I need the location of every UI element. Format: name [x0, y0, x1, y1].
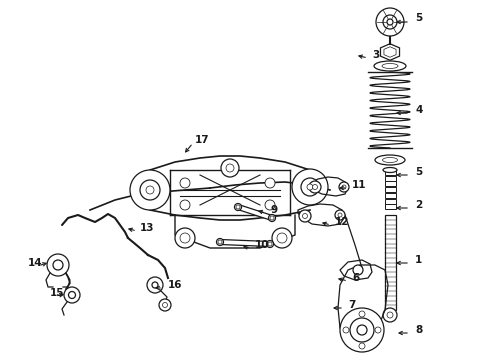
Text: 12: 12	[335, 217, 349, 227]
Circle shape	[387, 19, 393, 25]
Circle shape	[268, 242, 272, 246]
Circle shape	[272, 228, 292, 248]
Circle shape	[301, 178, 319, 196]
Text: 5: 5	[415, 167, 422, 177]
Circle shape	[270, 216, 274, 220]
Circle shape	[140, 180, 160, 200]
Circle shape	[375, 327, 381, 333]
Circle shape	[339, 182, 349, 192]
Circle shape	[343, 327, 349, 333]
Circle shape	[292, 169, 328, 205]
Circle shape	[307, 184, 313, 190]
Text: 6: 6	[352, 273, 359, 283]
Text: 11: 11	[352, 180, 367, 190]
Bar	[385, 187, 395, 192]
Circle shape	[313, 184, 318, 189]
Text: 9: 9	[270, 205, 277, 215]
Circle shape	[338, 213, 342, 217]
Circle shape	[175, 228, 195, 248]
Circle shape	[267, 240, 273, 248]
Circle shape	[47, 254, 69, 276]
Ellipse shape	[374, 61, 406, 71]
Circle shape	[180, 233, 190, 243]
Circle shape	[163, 302, 168, 307]
Circle shape	[299, 210, 311, 222]
Circle shape	[359, 311, 365, 317]
Bar	[385, 176, 395, 181]
Bar	[385, 170, 395, 175]
Circle shape	[152, 282, 158, 288]
Text: 16: 16	[168, 280, 182, 290]
Text: 15: 15	[50, 288, 65, 298]
Circle shape	[359, 343, 365, 349]
Bar	[385, 215, 395, 310]
Ellipse shape	[383, 158, 397, 162]
Circle shape	[217, 238, 223, 246]
Text: 2: 2	[415, 200, 422, 210]
Circle shape	[147, 277, 163, 293]
Circle shape	[350, 318, 374, 342]
Circle shape	[342, 185, 346, 189]
Circle shape	[221, 159, 239, 177]
Circle shape	[353, 265, 363, 275]
Text: 4: 4	[415, 105, 422, 115]
Circle shape	[387, 312, 393, 318]
Circle shape	[69, 292, 75, 298]
Circle shape	[357, 325, 367, 335]
Circle shape	[180, 178, 190, 188]
Circle shape	[53, 260, 63, 270]
Text: 10: 10	[255, 240, 270, 250]
Text: 14: 14	[28, 258, 43, 268]
Text: 7: 7	[348, 300, 355, 310]
Text: 5: 5	[415, 13, 422, 23]
Circle shape	[383, 15, 397, 29]
Bar	[385, 193, 395, 198]
Circle shape	[277, 233, 287, 243]
Text: 1: 1	[415, 255, 422, 265]
Bar	[385, 199, 395, 204]
Circle shape	[269, 215, 275, 221]
Circle shape	[146, 186, 154, 194]
Circle shape	[340, 308, 384, 352]
Polygon shape	[237, 204, 273, 220]
Circle shape	[235, 203, 242, 211]
Ellipse shape	[383, 167, 397, 172]
Text: 13: 13	[140, 223, 154, 233]
Text: 3: 3	[372, 50, 379, 60]
Circle shape	[236, 205, 240, 209]
Bar	[385, 181, 395, 186]
Circle shape	[335, 210, 345, 220]
Circle shape	[265, 178, 275, 188]
Circle shape	[265, 200, 275, 210]
Circle shape	[302, 213, 308, 219]
Circle shape	[383, 308, 397, 322]
Circle shape	[218, 240, 222, 244]
Circle shape	[159, 299, 171, 311]
Text: 8: 8	[415, 325, 422, 335]
Circle shape	[376, 8, 404, 36]
Bar	[385, 204, 395, 209]
Circle shape	[226, 164, 234, 172]
Polygon shape	[220, 239, 270, 247]
Circle shape	[309, 181, 321, 193]
Circle shape	[180, 200, 190, 210]
Circle shape	[130, 170, 170, 210]
Ellipse shape	[382, 63, 398, 68]
Text: 17: 17	[195, 135, 210, 145]
Circle shape	[64, 287, 80, 303]
Ellipse shape	[375, 155, 405, 165]
